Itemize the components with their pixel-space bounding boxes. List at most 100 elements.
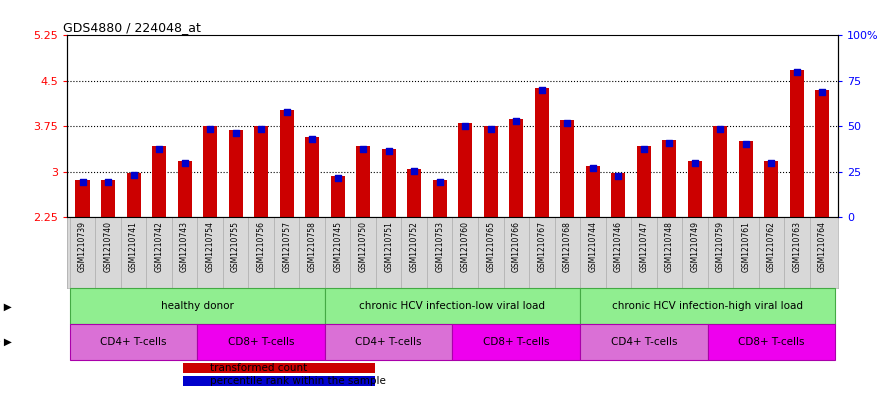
Text: GSM1210748: GSM1210748 xyxy=(665,220,674,272)
Bar xyxy=(580,324,708,360)
Text: GSM1210750: GSM1210750 xyxy=(358,220,367,272)
Point xyxy=(789,69,804,75)
Text: GSM1210761: GSM1210761 xyxy=(741,220,751,272)
Bar xyxy=(708,324,835,360)
Text: GSM1210749: GSM1210749 xyxy=(691,220,700,272)
Point xyxy=(433,179,447,185)
Bar xyxy=(662,140,676,217)
Point xyxy=(484,125,498,132)
Bar xyxy=(509,119,523,217)
Point xyxy=(407,168,421,174)
Text: GDS4880 / 224048_at: GDS4880 / 224048_at xyxy=(64,21,202,34)
Bar xyxy=(331,176,345,217)
Point xyxy=(637,145,651,152)
Point xyxy=(177,160,192,166)
Text: GSM1210767: GSM1210767 xyxy=(538,220,547,272)
Bar xyxy=(688,161,702,217)
Bar xyxy=(790,70,804,217)
Text: CD8+ T-cells: CD8+ T-cells xyxy=(228,337,295,347)
Text: GSM1210741: GSM1210741 xyxy=(129,220,138,272)
Bar xyxy=(560,120,574,217)
Point xyxy=(254,125,268,132)
Bar xyxy=(325,324,452,360)
Text: GSM1210753: GSM1210753 xyxy=(435,220,444,272)
Bar xyxy=(183,376,375,386)
Bar xyxy=(203,126,217,217)
Point xyxy=(662,140,676,146)
Bar xyxy=(452,324,580,360)
Bar xyxy=(101,180,115,217)
Point xyxy=(152,145,167,152)
Bar xyxy=(611,173,625,217)
Text: GSM1210744: GSM1210744 xyxy=(589,220,598,272)
Bar xyxy=(458,123,472,217)
Text: GSM1210764: GSM1210764 xyxy=(818,220,827,272)
Text: GSM1210768: GSM1210768 xyxy=(563,220,572,272)
Point xyxy=(738,141,753,147)
Point xyxy=(509,118,523,125)
Bar xyxy=(484,126,498,217)
Text: GSM1210758: GSM1210758 xyxy=(307,220,316,272)
Text: GSM1210752: GSM1210752 xyxy=(409,220,418,272)
Bar xyxy=(382,149,396,217)
Text: GSM1210740: GSM1210740 xyxy=(104,220,113,272)
Bar xyxy=(306,136,319,217)
Bar xyxy=(713,126,728,217)
Bar xyxy=(356,146,370,217)
Bar xyxy=(75,180,90,217)
Bar xyxy=(197,324,325,360)
Text: transformed count: transformed count xyxy=(210,363,307,373)
Text: disease state ▶: disease state ▶ xyxy=(0,301,12,311)
Text: GSM1210747: GSM1210747 xyxy=(640,220,649,272)
Bar xyxy=(637,146,650,217)
Bar xyxy=(535,88,548,217)
Point xyxy=(382,148,396,154)
Bar xyxy=(70,324,197,360)
Text: GSM1210762: GSM1210762 xyxy=(767,220,776,272)
Bar xyxy=(407,169,421,217)
Point xyxy=(305,136,319,142)
Bar xyxy=(126,173,141,217)
Bar xyxy=(228,130,243,217)
Text: GSM1210755: GSM1210755 xyxy=(231,220,240,272)
Point xyxy=(560,119,574,126)
Text: GSM1210756: GSM1210756 xyxy=(256,220,265,272)
Point xyxy=(126,172,141,178)
Bar xyxy=(70,288,325,324)
Bar xyxy=(325,288,580,324)
Bar xyxy=(580,288,835,324)
Text: GSM1210765: GSM1210765 xyxy=(487,220,495,272)
Bar xyxy=(764,161,779,217)
Text: GSM1210754: GSM1210754 xyxy=(205,220,214,272)
Text: CD4+ T-cells: CD4+ T-cells xyxy=(356,337,422,347)
Text: GSM1210766: GSM1210766 xyxy=(512,220,521,272)
Bar xyxy=(183,363,375,373)
Point xyxy=(331,175,345,182)
Point xyxy=(611,173,625,179)
Point xyxy=(101,179,116,185)
Bar xyxy=(177,161,192,217)
Text: GSM1210751: GSM1210751 xyxy=(384,220,393,272)
Text: GSM1210746: GSM1210746 xyxy=(614,220,623,272)
Text: chronic HCV infection-high viral load: chronic HCV infection-high viral load xyxy=(612,301,803,311)
Text: GSM1210739: GSM1210739 xyxy=(78,220,87,272)
Point xyxy=(202,125,217,132)
Bar xyxy=(586,165,599,217)
Point xyxy=(764,160,779,166)
Text: healthy donor: healthy donor xyxy=(161,301,234,311)
Text: GSM1210759: GSM1210759 xyxy=(716,220,725,272)
Text: CD8+ T-cells: CD8+ T-cells xyxy=(738,337,805,347)
Text: CD4+ T-cells: CD4+ T-cells xyxy=(100,337,167,347)
Point xyxy=(356,145,370,152)
Text: percentile rank within the sample: percentile rank within the sample xyxy=(210,376,385,386)
Bar xyxy=(280,110,294,217)
Text: CD8+ T-cells: CD8+ T-cells xyxy=(483,337,549,347)
Text: GSM1210763: GSM1210763 xyxy=(792,220,801,272)
Bar xyxy=(254,126,268,217)
Text: GSM1210757: GSM1210757 xyxy=(282,220,291,272)
Point xyxy=(280,109,294,116)
Bar xyxy=(433,180,447,217)
Point xyxy=(713,125,728,132)
Point xyxy=(688,160,702,166)
Text: chronic HCV infection-low viral load: chronic HCV infection-low viral load xyxy=(359,301,546,311)
